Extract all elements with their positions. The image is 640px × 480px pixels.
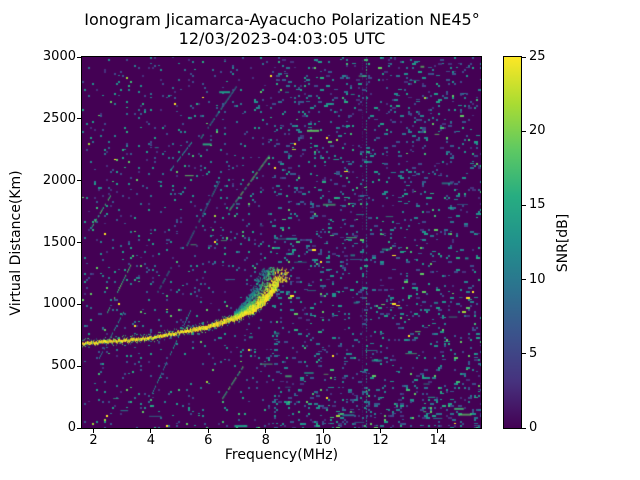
chart-title: Ionogram Jicamarca-Ayacucho Polarization… [84, 10, 480, 29]
y-tick-label: 1500 [42, 234, 76, 250]
y-tick-label: 2000 [42, 172, 76, 188]
colorbar-tick-mark [522, 279, 526, 281]
x-tick-mark [265, 429, 267, 433]
y-tick-label: 2500 [42, 110, 76, 126]
y-tick-label: 0 [67, 420, 76, 435]
y-tick-label: 500 [51, 358, 76, 374]
y-tick-mark [77, 118, 81, 120]
x-tick-label: 8 [261, 433, 270, 448]
colorbar-tick-mark [522, 56, 526, 58]
y-tick-label: 1000 [42, 296, 76, 312]
colorbar-tick-mark [522, 427, 526, 429]
x-tick-mark [437, 429, 439, 433]
ionogram-heatmap-canvas [82, 57, 481, 428]
x-tick-mark [380, 429, 382, 433]
colorbar-tick-mark [522, 353, 526, 355]
colorbar-tick-label: 25 [529, 49, 546, 64]
colorbar-tick-label: 10 [529, 271, 546, 287]
x-axis-label: Frequency(MHz) [224, 447, 339, 463]
chart-subtitle: 12/03/2023-04:03:05 UTC [178, 29, 386, 48]
y-tick-mark [77, 427, 81, 429]
x-tick-label: 2 [89, 433, 98, 448]
colorbar-tick-mark [522, 204, 526, 206]
x-tick-mark [207, 429, 209, 433]
colorbar-tick-label: 20 [529, 123, 546, 139]
y-tick-label: 3000 [42, 49, 76, 64]
y-tick-mark [77, 365, 81, 367]
chart-title-block: Ionogram Jicamarca-Ayacucho Polarization… [62, 10, 502, 48]
colorbar-gradient [504, 57, 521, 428]
y-tick-mark [77, 242, 81, 243]
x-tick-mark [150, 429, 152, 433]
x-tick-mark [322, 429, 324, 433]
colorbar-tick-label: 0 [529, 420, 538, 435]
x-tick-label: 12 [372, 433, 389, 448]
y-axis-label: Virtual Distance(Km) [8, 170, 24, 316]
y-tick-mark [77, 180, 81, 182]
x-tick-label: 14 [429, 433, 447, 448]
x-tick-label: 6 [204, 433, 213, 448]
colorbar-tick-label: 5 [529, 345, 538, 361]
x-tick-mark [92, 429, 94, 433]
colorbar-tick-label: 15 [529, 197, 546, 213]
colorbar-label: SNR[dB] [555, 213, 571, 273]
x-tick-label: 4 [146, 433, 156, 448]
y-tick-mark [77, 303, 81, 305]
x-tick-label: 10 [314, 433, 332, 448]
colorbar [503, 56, 522, 429]
y-tick-mark [77, 56, 81, 58]
plot-area [81, 56, 482, 429]
colorbar-tick-mark [522, 130, 526, 132]
